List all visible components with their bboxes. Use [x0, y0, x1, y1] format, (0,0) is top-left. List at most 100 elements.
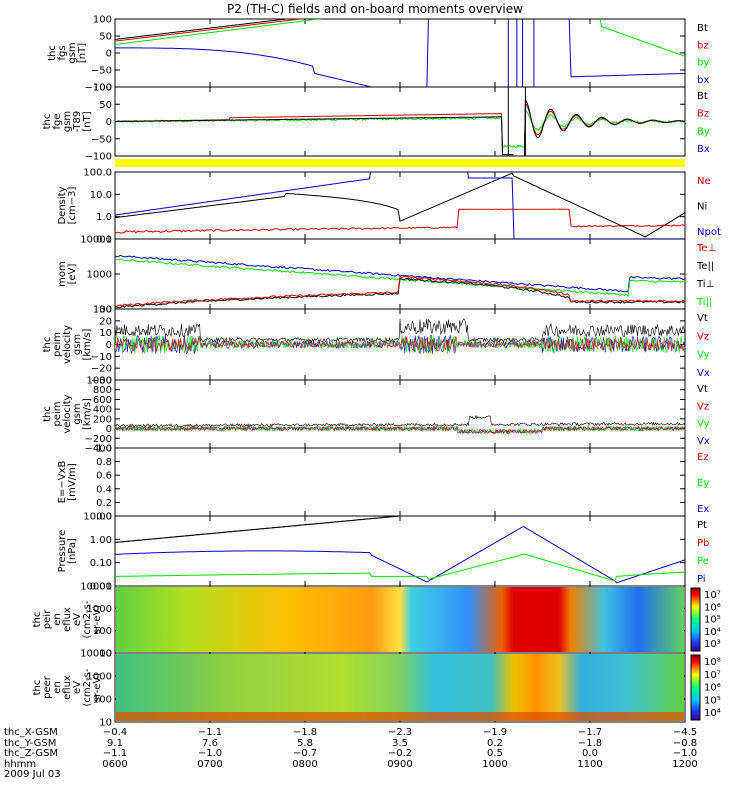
legend-entry: Ez — [697, 452, 709, 463]
y-tick-label: 0.8 — [96, 457, 112, 468]
y-axis-label: [eV] — [67, 264, 78, 285]
y-tick-label: 1.00 — [90, 535, 112, 546]
y-axis-label: sr-eV) — [92, 673, 103, 702]
y-tick-label: 10 — [99, 328, 112, 339]
y-tick-label: 100 — [93, 15, 112, 26]
series-Pe — [115, 553, 685, 582]
y-tick-label: 800 — [93, 385, 112, 396]
legend-entry: Ey — [697, 478, 709, 489]
footer-label: thc_X-GSM — [4, 727, 58, 738]
y-axis-label: E=−VxB — [57, 461, 68, 504]
colorbar-label: 10⁵ — [704, 615, 721, 626]
panel-frame-velgsm — [114, 379, 686, 449]
y-tick-label: 100 — [93, 695, 112, 706]
y-axis-label: en — [52, 613, 63, 626]
y-tick-label: −100 — [85, 83, 112, 94]
y-tick-label: 50 — [99, 32, 112, 43]
y-axis-label: eflux — [62, 607, 73, 632]
legend-entry: Vt — [697, 384, 708, 395]
y-tick-label: −200 — [85, 434, 112, 445]
spectrogram-peir — [116, 587, 684, 652]
legend-entry: Ti|| — [696, 297, 712, 308]
colorbar-label: 10⁶ — [704, 683, 721, 694]
y-axis-label: velocity — [62, 325, 73, 364]
y-tick-label: 100 — [93, 83, 112, 94]
legend-entry: Bx — [697, 144, 710, 155]
footer-row-x: thc_X-GSM −0.4 −1.1 −1.8 −2.3 −1.9 −1.7 −4.5 — [4, 727, 744, 739]
series-Vy — [115, 334, 685, 354]
y-tick-label: 0.2 — [96, 498, 112, 509]
series-Vt — [115, 318, 685, 343]
footer-label: hhmm — [4, 758, 37, 770]
footer-label: thc_Z-GSM — [4, 748, 59, 759]
spectrogram-peer — [116, 654, 684, 721]
footer-value: −1.1 — [102, 748, 128, 759]
footer-value: −1.9 — [482, 727, 508, 738]
panel-frame-efield — [114, 447, 686, 517]
footer-value: −0.8 — [672, 737, 698, 749]
y-tick-label: −50 — [91, 134, 112, 145]
legend-entry: Vz — [697, 401, 709, 412]
series-Pi — [115, 525, 685, 584]
footer-value: −1.7 — [577, 727, 603, 738]
y-tick-label: 1000 — [87, 270, 112, 281]
y-axis-label: fge — [52, 113, 63, 129]
legend-entry: Vt — [697, 313, 708, 324]
legend-entry: Npot — [697, 227, 721, 238]
colorbar — [690, 587, 701, 652]
y-axis-label: -T89 — [72, 111, 83, 133]
footer-label: thc_Y-GSM — [4, 737, 57, 749]
series-Npot — [115, 172, 685, 239]
y-axis-label: eV — [72, 613, 83, 626]
y-axis-label: peir — [42, 609, 53, 629]
series-by — [115, 19, 685, 57]
panel-frame-temp — [114, 238, 686, 310]
y-axis-label: eflux — [62, 675, 73, 700]
y-tick-label: 10.00 — [83, 512, 112, 523]
y-axis-label: thc — [42, 406, 53, 422]
footer-value: 0600 — [102, 758, 128, 770]
y-axis-label: gsm — [72, 334, 83, 355]
series-Ne — [115, 208, 685, 234]
y-axis-label: thc — [32, 680, 43, 696]
series-Te-perp — [115, 275, 685, 307]
y-tick-label: −100 — [85, 152, 112, 163]
y-tick-label: 0 — [106, 49, 112, 60]
colorbar-label: 10⁷ — [704, 590, 721, 601]
footer-value: 0.2 — [487, 737, 503, 749]
colorbar-label: 10⁴ — [704, 708, 721, 719]
colorbar-label: 10³ — [704, 639, 721, 650]
footer-value: 1000 — [482, 758, 508, 770]
footer-value: 0.0 — [582, 748, 598, 759]
series-Vz — [115, 425, 685, 435]
y-tick-label: 30 — [99, 305, 112, 316]
date-label: 2009 Jul 03 — [4, 769, 61, 780]
y-axis-label: [nPa] — [67, 538, 78, 564]
footer-value: 0900 — [387, 758, 413, 770]
y-tick-label: 0.6 — [96, 471, 112, 482]
legend-entry: Bz — [697, 109, 709, 120]
legend-entry: Te|| — [696, 261, 714, 272]
y-axis-label: [km/s] — [82, 328, 93, 360]
y-axis-label: [mV/m] — [67, 463, 78, 501]
footer-row-time: hhmm 0600 0700 0800 0900 1000 1100 1200 — [4, 758, 744, 771]
footer-row-date: 2009 Jul 03 — [4, 769, 744, 781]
footer-value: −0.7 — [292, 748, 318, 759]
footer-row-z: thc_Z-GSM −1.1 −1.0 −0.7 −0.2 0.5 0.0 −1.0 — [4, 748, 744, 760]
y-tick-label: 0.1 — [96, 235, 112, 246]
footer-row-y: thc_Y-GSM 9.1 7.6 5.8 3.5 0.2 −1.8 −0.8 — [4, 737, 744, 750]
y-tick-label: 10000 — [80, 649, 112, 660]
y-tick-label: −400 — [85, 444, 112, 455]
y-tick-label: 0 — [106, 424, 112, 435]
colorbar-label: 10⁸ — [704, 657, 721, 668]
panel-frame-fge — [114, 86, 686, 157]
footer-value: −1.1 — [197, 727, 223, 738]
y-axis-label: peim — [52, 401, 63, 426]
legend-entry: Vy — [697, 350, 710, 361]
footer-value: 9.1 — [107, 737, 123, 749]
y-axis-label: sr-eV) — [92, 605, 103, 634]
footer-value: 0700 — [197, 758, 223, 770]
y-axis-label: thc — [32, 612, 43, 628]
y-tick-label: 10000 — [80, 235, 112, 246]
